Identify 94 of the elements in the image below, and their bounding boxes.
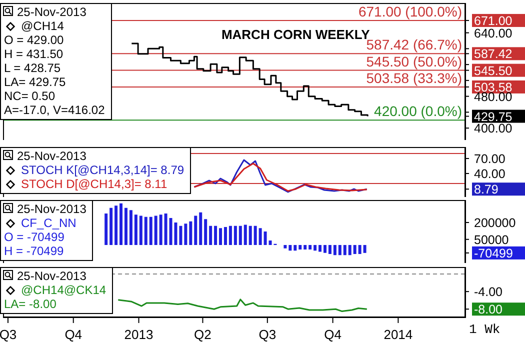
annotation: 25-Nov-2013 bbox=[16, 202, 86, 216]
series-label: @CH14@CK14 bbox=[20, 283, 106, 297]
ref-line-label: 545.50 (50.0%) bbox=[366, 53, 462, 70]
bar bbox=[348, 245, 352, 256]
bar bbox=[333, 245, 336, 256]
bar bbox=[288, 245, 292, 251]
bar bbox=[154, 216, 158, 245]
y-tick-label: 587.42 bbox=[474, 47, 512, 62]
annotation: H = 431.50 bbox=[4, 47, 64, 61]
bar bbox=[298, 245, 302, 250]
annotation: O = -70499 bbox=[4, 230, 66, 244]
bar bbox=[284, 245, 287, 248]
bar bbox=[224, 227, 227, 245]
bar bbox=[328, 245, 332, 254]
bar bbox=[353, 245, 356, 254]
bar bbox=[159, 214, 162, 245]
ref-line-label: 503.58 (33.3%) bbox=[366, 70, 462, 86]
bar bbox=[314, 245, 317, 251]
bar bbox=[134, 214, 138, 245]
y-tick-label: -4.00 bbox=[474, 285, 503, 300]
bar bbox=[199, 212, 202, 245]
bar bbox=[114, 206, 118, 245]
bar bbox=[219, 228, 222, 245]
bar bbox=[110, 208, 113, 245]
bar bbox=[343, 245, 346, 256]
y-tick-label: -70499 bbox=[474, 246, 513, 260]
bar bbox=[124, 208, 128, 245]
bar bbox=[209, 226, 212, 245]
y-tick-label: 640.00 bbox=[474, 26, 512, 40]
bar bbox=[139, 216, 142, 245]
x-tick-label: Q3 bbox=[258, 327, 276, 342]
bar bbox=[258, 228, 262, 245]
bar bbox=[323, 245, 326, 253]
y-tick-label: 200000 bbox=[474, 216, 516, 230]
bar bbox=[184, 224, 188, 245]
bar bbox=[144, 216, 148, 245]
bar bbox=[318, 245, 322, 252]
y-tick-label: 40.00 bbox=[474, 167, 506, 181]
annotation: 25-Nov-2013 bbox=[16, 5, 88, 19]
x-tick-label: 2013 bbox=[124, 327, 154, 342]
bar bbox=[214, 226, 218, 245]
y-tick-label: 50000 bbox=[474, 232, 509, 247]
bar bbox=[149, 216, 152, 245]
annotation: LA= -8.00 bbox=[4, 297, 58, 311]
bar bbox=[194, 216, 198, 245]
bar bbox=[129, 210, 132, 245]
x-tick-label: Q3 bbox=[0, 327, 17, 342]
bar bbox=[164, 214, 168, 245]
bar bbox=[120, 203, 122, 245]
ref-line-label: 420.00 (0.0%) bbox=[374, 103, 462, 120]
x-tick-label: Q4 bbox=[64, 327, 82, 342]
bar bbox=[189, 221, 192, 245]
y-tick-label: 545.50 bbox=[474, 64, 512, 78]
bar bbox=[204, 219, 208, 245]
x-tick-label: Q4 bbox=[324, 327, 342, 342]
line-series bbox=[117, 298, 368, 312]
annotation: 25-Nov-2013 bbox=[16, 149, 88, 163]
text: CF_C_NN bbox=[20, 216, 78, 230]
y-tick-label: 70.00 bbox=[474, 152, 506, 166]
annotation: 25-Nov-2013 bbox=[16, 269, 88, 283]
bar bbox=[104, 214, 108, 245]
annotation: L = 428.75 bbox=[4, 61, 62, 75]
annotation: A=-17.0, V=416.02 bbox=[4, 103, 105, 117]
bar bbox=[244, 224, 247, 245]
bar bbox=[294, 245, 297, 251]
bar bbox=[248, 226, 252, 245]
annotation: NC= 0.50 bbox=[4, 89, 56, 103]
y-tick-label: 8.79 bbox=[474, 182, 498, 197]
bar bbox=[308, 245, 312, 250]
bar bbox=[179, 226, 182, 245]
text: STOCH D[@CH14,3]= 8.11 bbox=[20, 177, 168, 191]
annotation: H = -70499 bbox=[4, 244, 65, 258]
x-tick-label: Q2 bbox=[194, 327, 212, 342]
bar bbox=[264, 232, 267, 245]
bar bbox=[238, 226, 242, 245]
bar bbox=[234, 226, 237, 245]
bar bbox=[254, 226, 257, 245]
ref-line-label: 671.00 (100.0%) bbox=[358, 3, 462, 20]
bar bbox=[228, 226, 232, 245]
annotation: LA= 429.75 bbox=[4, 75, 67, 89]
y-tick-label: -8.00 bbox=[474, 302, 503, 317]
x-axis-title: 1 Wk bbox=[469, 322, 500, 337]
bar bbox=[358, 245, 362, 254]
y-tick-label: 400.00 bbox=[474, 122, 512, 136]
y-tick-label: 671.00 bbox=[474, 14, 512, 28]
ref-line-label: 587.42 (66.7%) bbox=[366, 36, 462, 53]
x-tick-label: 2014 bbox=[384, 327, 413, 342]
bar bbox=[304, 245, 307, 250]
annotation: O = 429.00 bbox=[4, 33, 65, 47]
bar bbox=[338, 245, 342, 256]
bar bbox=[363, 245, 366, 253]
y-tick-label: 429.75 bbox=[474, 110, 512, 124]
series-label: STOCH K[@CH14,3,14]= 8.79 bbox=[20, 163, 184, 177]
text: @CH14 bbox=[20, 19, 65, 33]
